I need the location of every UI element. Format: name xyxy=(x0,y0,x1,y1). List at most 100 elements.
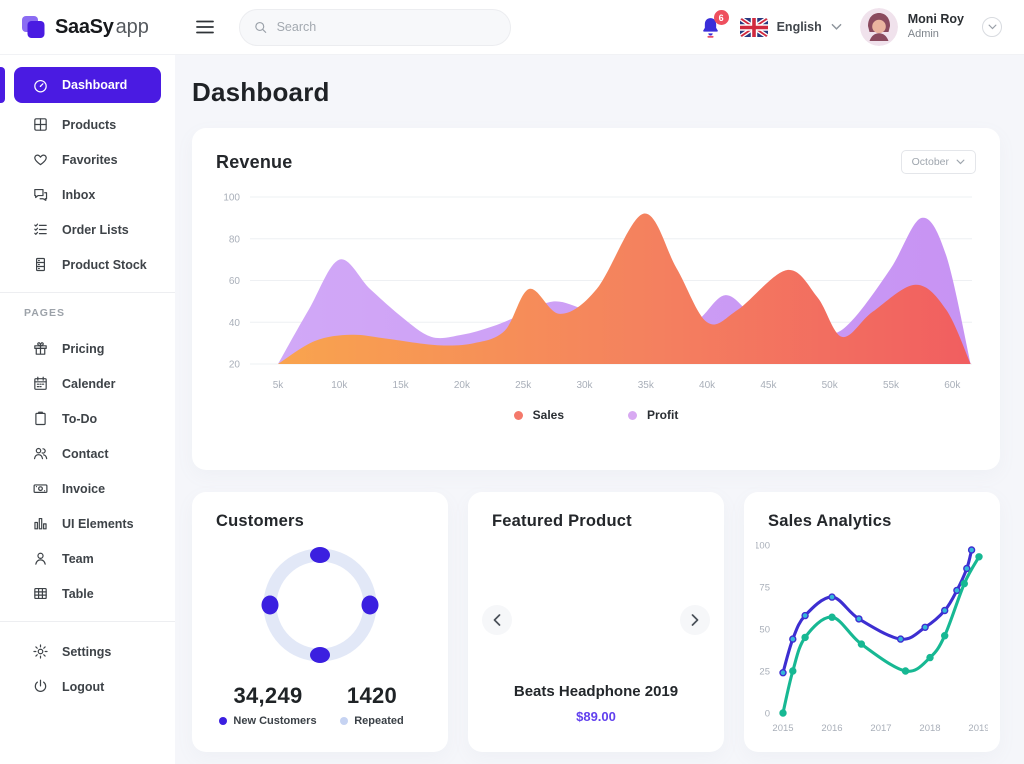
svg-text:20k: 20k xyxy=(454,380,471,391)
svg-text:30k: 30k xyxy=(576,380,593,391)
sidebar-item-table[interactable]: Table xyxy=(0,576,175,611)
new-customers-value: 34,249 xyxy=(233,683,303,708)
product-price: $89.00 xyxy=(576,709,616,724)
search-input[interactable] xyxy=(276,20,496,34)
period-selector[interactable]: October xyxy=(900,150,976,174)
contact-icon xyxy=(32,445,49,462)
svg-text:55k: 55k xyxy=(883,380,900,391)
svg-text:50: 50 xyxy=(759,625,770,636)
customers-card: Customers 34,249 New Customers 1420 xyxy=(192,492,448,752)
sidebar-item-invoice[interactable]: Invoice xyxy=(0,471,175,506)
revenue-legend: Sales Profit xyxy=(216,408,976,422)
sidebar-item-label: Dashboard xyxy=(62,78,128,92)
search-icon xyxy=(255,21,267,33)
carousel-prev-button[interactable] xyxy=(482,605,512,635)
order-lists-icon xyxy=(32,221,49,238)
chevron-left-icon xyxy=(493,614,501,626)
sidebar: Dashboard Products Favorites Inbox Order Lis… xyxy=(0,55,175,764)
sidebar-item-favorites[interactable]: Favorites xyxy=(0,142,175,177)
dashboard-icon xyxy=(32,77,49,94)
user-profile: Moni Roy Admin xyxy=(859,8,964,46)
brand-name: SaaSy xyxy=(55,15,114,38)
sidebar-section-title: PAGES xyxy=(24,307,65,319)
sidebar-item-logout[interactable]: Logout xyxy=(0,669,175,704)
app-logo[interactable]: SaaSy app xyxy=(0,14,175,41)
customers-card-title: Customers xyxy=(216,512,304,530)
svg-text:15k: 15k xyxy=(393,380,410,391)
sidebar-item-label: Table xyxy=(62,586,94,601)
uk-flag-icon xyxy=(739,17,768,37)
bell-icon xyxy=(702,18,718,38)
revenue-area-chart: 100 80 60 40 20 5k 10k 15k 20k 25k 30k 35k 40k 45k 50k… xyxy=(223,193,972,391)
sales-legend-label: Sales xyxy=(532,408,564,422)
profile-menu-button[interactable] xyxy=(982,17,1002,37)
customers-stats: 34,249 New Customers 1420 Repeated xyxy=(216,683,424,727)
chevron-down-icon xyxy=(956,159,965,165)
team-icon xyxy=(32,550,49,567)
menu-toggle-button[interactable] xyxy=(189,12,221,42)
user-avatar[interactable] xyxy=(859,8,898,46)
legend-item-sales: Sales xyxy=(513,408,564,422)
svg-text:80: 80 xyxy=(229,234,241,245)
sidebar-divider xyxy=(0,621,175,622)
logout-icon xyxy=(32,678,49,695)
svg-text:25: 25 xyxy=(759,667,770,678)
brand-suffix: app xyxy=(115,15,149,38)
sidebar-item-dashboard[interactable]: Dashboard xyxy=(0,67,161,103)
featured-product-title: Featured Product xyxy=(492,512,632,530)
chevron-right-icon xyxy=(691,614,699,626)
sidebar-item-label: Team xyxy=(62,551,94,566)
svg-text:60: 60 xyxy=(229,276,241,287)
svg-text:20: 20 xyxy=(229,360,241,371)
carousel-next-button[interactable] xyxy=(680,605,710,635)
featured-product-card: Featured Product Beats Headphone 2019 $8… xyxy=(468,492,724,752)
sidebar-item-label: Products xyxy=(62,117,117,132)
bottom-cards-row: Customers 34,249 New Customers 1420 xyxy=(192,492,1000,752)
language-label: English xyxy=(776,20,822,34)
main-content: Dashboard Revenue October xyxy=(175,55,1024,764)
sidebar-item-pricing[interactable]: Pricing xyxy=(0,331,175,366)
sidebar-item-label: UI Elements xyxy=(62,516,134,531)
notifications-button[interactable]: 6 xyxy=(699,10,729,39)
favorites-icon xyxy=(32,151,49,168)
product-name: Beats Headphone 2019 xyxy=(513,683,679,700)
language-selector[interactable]: English xyxy=(739,17,842,37)
sidebar-item-label: Product Stock xyxy=(62,257,147,272)
chevron-down-icon xyxy=(988,24,996,30)
product-stock-icon xyxy=(32,256,49,273)
svg-text:2019: 2019 xyxy=(968,723,988,734)
repeated-label: Repeated xyxy=(354,715,404,727)
sidebar-item-ui-elements[interactable]: UI Elements xyxy=(0,506,175,541)
sidebar-item-settings[interactable]: Settings xyxy=(0,634,175,669)
profit-legend-dot xyxy=(628,410,637,420)
sidebar-item-label: Invoice xyxy=(62,481,106,496)
todo-icon xyxy=(32,410,49,427)
sidebar-item-to-do[interactable]: To-Do xyxy=(0,401,175,436)
notification-count-badge: 6 xyxy=(713,10,729,25)
sales-analytics-card: Sales Analytics 100 75 50 25 0 2015 2016 2017 20… xyxy=(744,492,1000,752)
customers-donut-chart xyxy=(261,547,379,663)
sidebar-item-label: Order Lists xyxy=(62,222,129,237)
sidebar-item-label: Inbox xyxy=(62,187,96,202)
sales-legend-dot xyxy=(513,410,523,420)
svg-text:40k: 40k xyxy=(699,380,716,391)
repeated-value: 1420 xyxy=(346,683,398,708)
sidebar-item-label: Settings xyxy=(62,644,112,659)
stat-repeated: 1420 Repeated xyxy=(320,683,424,727)
svg-text:75: 75 xyxy=(759,583,770,594)
svg-text:100: 100 xyxy=(756,541,770,552)
sidebar-item-inbox[interactable]: Inbox xyxy=(0,177,175,212)
sidebar-item-order-lists[interactable]: Order Lists xyxy=(0,212,175,247)
sidebar-item-calender[interactable]: Calender xyxy=(0,366,175,401)
invoice-icon xyxy=(32,480,49,497)
sidebar-item-products[interactable]: Products xyxy=(0,107,175,142)
logo-cube-icon xyxy=(22,15,45,38)
settings-icon xyxy=(32,643,49,660)
sidebar-item-team[interactable]: Team xyxy=(0,541,175,576)
new-customers-dot xyxy=(219,717,228,725)
products-icon xyxy=(32,116,49,133)
sidebar-item-product-stock[interactable]: Product Stock xyxy=(0,247,175,282)
sidebar-item-contact[interactable]: Contact xyxy=(0,436,175,471)
